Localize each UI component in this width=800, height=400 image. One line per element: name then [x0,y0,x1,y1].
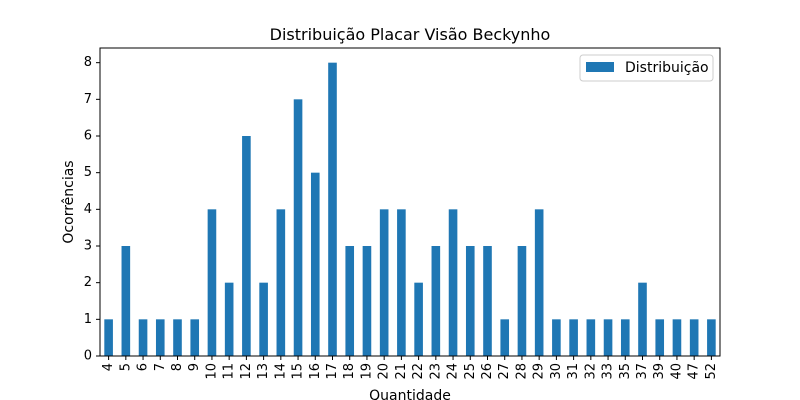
bar-27 [500,319,510,356]
x-tick-label: 17 [325,363,340,380]
bar-4 [104,319,113,356]
bar-39 [655,319,665,356]
x-tick-label: 23 [428,363,443,380]
bar-15 [293,99,303,356]
x-tick-label: 21 [394,363,409,380]
bar-31 [569,319,578,356]
x-tick-label: 22 [411,363,426,380]
bar-40 [672,319,682,356]
bar-13 [259,282,268,356]
x-tick-label: 19 [359,363,374,380]
x-tick-label: 6 [136,363,151,371]
bar-5 [121,246,131,356]
bar-19 [362,246,372,356]
bar-7 [155,319,165,356]
bar-33 [603,319,613,356]
x-tick-label: 15 [291,363,306,380]
x-tick-label: 35 [618,363,633,380]
x-tick-label: 29 [532,363,547,380]
bar-28 [517,246,527,356]
bar-37 [638,282,647,356]
legend: Distribuição [579,54,714,82]
y-axis-label: Ocorrências [61,160,77,243]
bar-30 [552,319,561,356]
x-tick-label: 8 [170,363,185,371]
bar-8 [173,319,182,356]
y-tick-label: 0 [84,349,92,364]
x-tick-label: 9 [187,363,202,371]
x-tick-label: 13 [256,363,271,380]
bar-32 [586,319,596,356]
bar-10 [207,209,217,356]
bar-35 [620,319,630,356]
bar-20 [379,209,389,356]
x-tick-label: 10 [204,363,219,380]
bar-25 [465,246,475,356]
x-tick-label: 37 [635,363,650,380]
legend-swatch [586,62,614,72]
bar-12 [242,136,251,356]
bars-group [104,62,716,357]
x-tick-label: 47 [687,363,702,380]
x-tick-label: 27 [497,363,512,380]
x-axis: 4 5 6 7 8 9 10 11 12 13 14 15 16 17 18 19 20 21 22 23 24 25 26… [101,356,719,380]
x-tick-label: 12 [239,363,254,380]
y-tick-label: 2 [84,275,92,290]
bar-14 [276,209,286,356]
x-tick-label: 28 [514,363,529,380]
x-tick-label: 24 [446,363,461,380]
x-tick-label: 39 [652,363,667,380]
y-tick-label: 6 [84,129,92,144]
x-tick-label: 4 [101,363,116,371]
legend-frame [579,54,714,82]
x-tick-label: 32 [583,363,598,380]
x-tick-label: 14 [273,363,288,380]
bar-16 [310,172,320,356]
x-tick-label: 11 [222,363,237,380]
x-tick-label: 5 [118,363,133,371]
legend-label: Distribuição [625,60,709,76]
chart-title: Distribuição Placar Visão Beckynho [270,25,551,44]
x-tick-label: 40 [669,363,684,380]
bar-6 [138,319,148,356]
x-tick-label: 20 [377,363,392,380]
x-tick-label: 52 [704,363,719,380]
x-tick-label: 25 [463,363,478,380]
x-tick-label: 33 [601,363,616,380]
bar-52 [707,319,716,356]
bar-22 [414,282,423,356]
bar-17 [328,62,337,357]
y-tick-label: 5 [84,165,92,180]
bar-9 [190,319,200,356]
bar-26 [483,246,492,356]
bar-29 [534,209,544,356]
x-tick-label: 7 [153,363,168,371]
bar-21 [397,209,406,356]
y-tick-label: 7 [84,92,92,107]
bar-23 [431,246,441,356]
y-tick-label: 3 [84,239,92,254]
bar-47 [689,319,699,356]
y-tick-label: 4 [84,202,92,217]
y-tick-label: 1 [84,312,92,327]
plot-frame [99,47,721,357]
x-axis-label: Quantidade [369,388,451,400]
y-tick-label: 8 [84,55,92,70]
bar-18 [345,246,355,356]
bar-24 [448,209,458,356]
x-tick-label: 18 [342,363,357,380]
x-tick-label: 30 [549,363,564,380]
x-tick-label: 16 [308,363,323,380]
x-tick-label: 26 [480,363,495,380]
bar-11 [224,282,234,356]
x-tick-label: 31 [566,363,581,380]
y-axis: 0 1 2 3 4 5 6 7 8 [84,55,100,364]
